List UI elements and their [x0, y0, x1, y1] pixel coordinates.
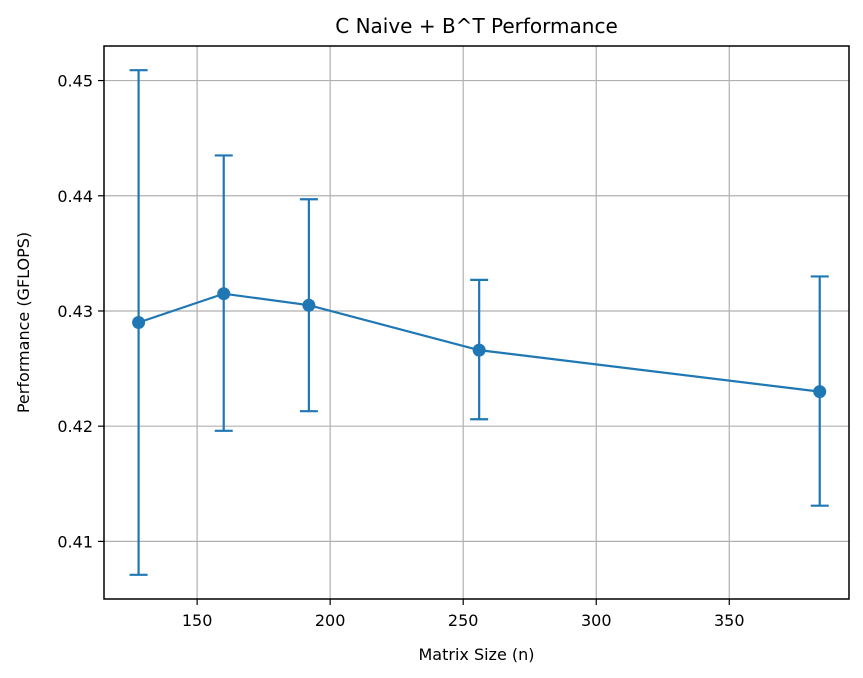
x-tick-label: 200: [315, 611, 346, 630]
grid: [104, 46, 849, 599]
data-point: [472, 343, 486, 357]
y-axis: 0.41 0.42 0.43 0.44 0.45: [57, 72, 104, 551]
data-point: [302, 298, 316, 312]
y-tick-label: 0.43: [57, 302, 93, 321]
y-tick-label: 0.42: [57, 417, 93, 436]
x-tick-label: 300: [581, 611, 612, 630]
x-axis-label: Matrix Size (n): [418, 645, 534, 664]
y-axis-label: Performance (GFLOPS): [14, 232, 33, 413]
x-axis: 150 200 250 300 350: [182, 599, 745, 630]
x-tick-label: 350: [714, 611, 745, 630]
x-tick-label: 150: [182, 611, 213, 630]
y-tick-label: 0.41: [57, 532, 93, 551]
y-tick-label: 0.44: [57, 187, 93, 206]
plot-frame: [103, 45, 850, 600]
data-point: [217, 287, 231, 301]
series-group: [129, 69, 829, 576]
data-point: [813, 385, 827, 399]
x-tick-label: 250: [448, 611, 479, 630]
chart-title: C Naive + B^T Performance: [335, 14, 618, 38]
y-tick-label: 0.45: [57, 72, 93, 91]
data-point: [132, 316, 146, 329]
